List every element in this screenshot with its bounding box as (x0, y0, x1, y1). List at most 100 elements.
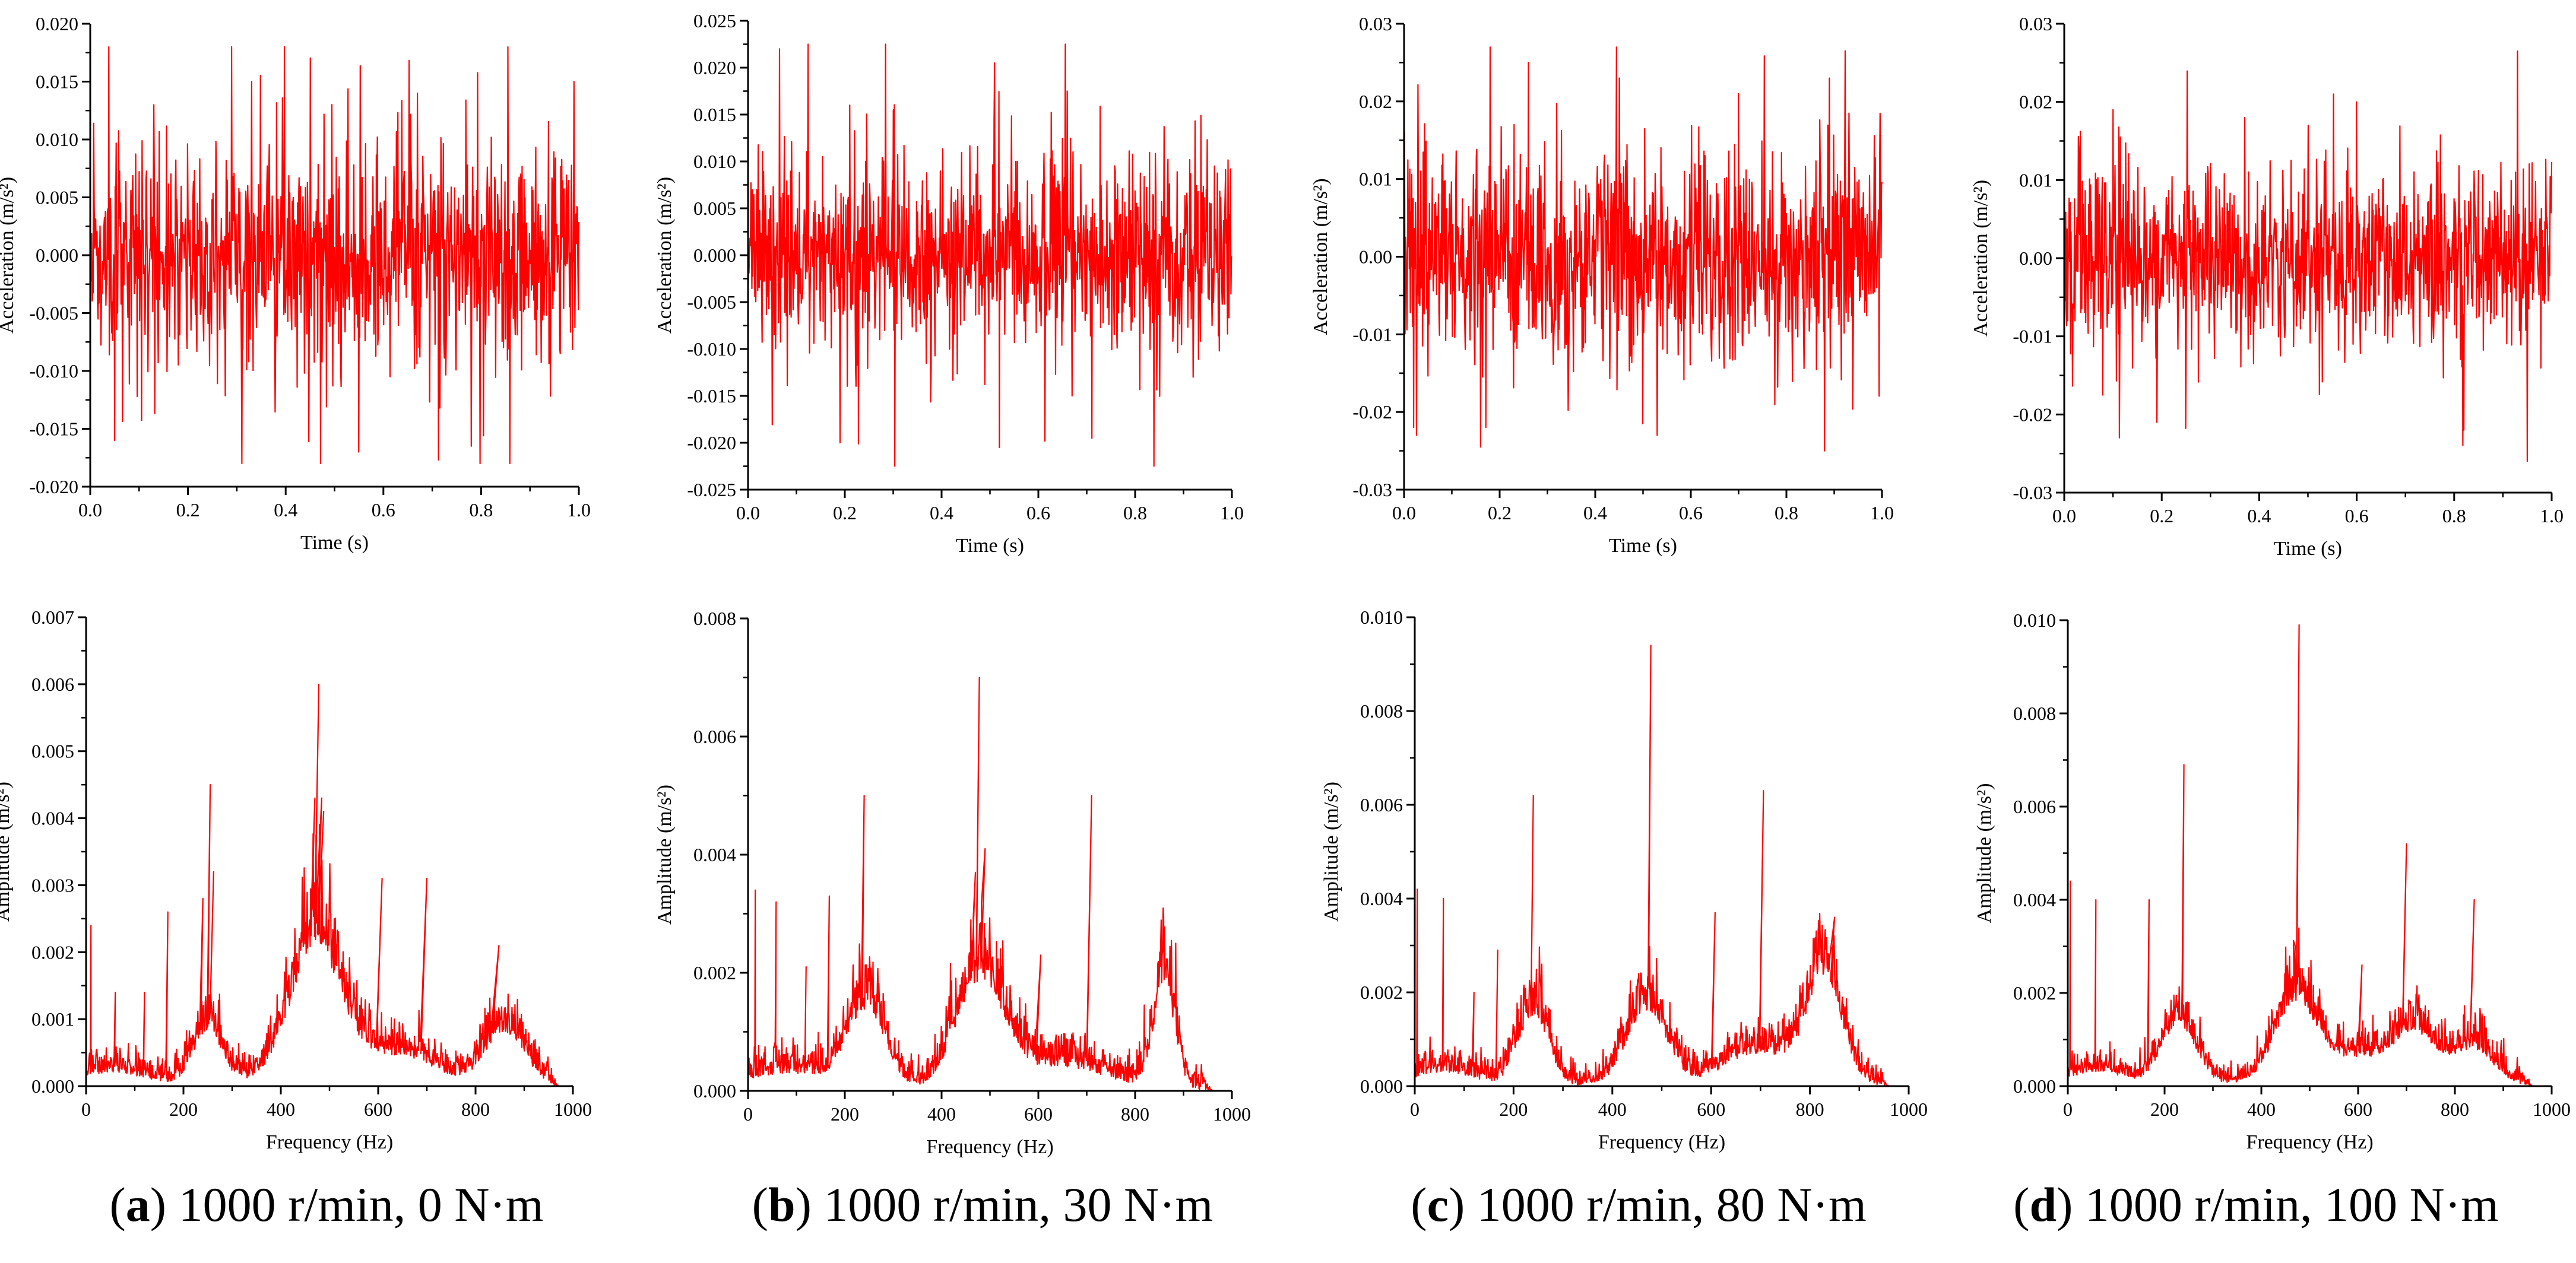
y-tick-label: -0.005 (29, 303, 78, 324)
x-tick-label: 0.0 (1392, 502, 1416, 523)
x-tick-label: 0.2 (1488, 502, 1512, 523)
caption-d: (d) 1000 r/min, 100 N·m (2013, 1178, 2499, 1232)
chart-d-time: 0.0 0.2 0.4 0.6 0.8 1.0 -0.03 -0.02 -0.01 0.00 0.0… (1970, 13, 2564, 560)
y-tick-label: 0.00 (2019, 247, 2052, 269)
y-tick-label: -0.010 (29, 360, 78, 382)
x-tick-label: 400 (1598, 1099, 1627, 1120)
y-tick-label: 0.001 (31, 1008, 74, 1030)
series-line (1414, 645, 1890, 1087)
chart-c-time: 0.0 0.2 0.4 0.6 0.8 1.0 -0.03 -0.02 -0.01 0.00 0.0… (1310, 13, 1894, 557)
y-axis-title: Amplitude (m/s²) (0, 782, 14, 922)
y-axis-title: Acceleration (m/s²) (1310, 178, 1332, 335)
x-tick-label: 1.0 (2540, 505, 2564, 526)
x-tick-label: 800 (1121, 1103, 1149, 1125)
x-tick-label: 0.4 (930, 502, 953, 523)
x-tick-label: 200 (169, 1099, 198, 1120)
caption-d-letter: d (2029, 1178, 2057, 1232)
x-axis-title: Frequency (Hz) (926, 1136, 1053, 1158)
x-tick-label: 1000 (1213, 1103, 1251, 1125)
x-axis-title: Frequency (Hz) (2246, 1131, 2373, 1153)
y-tick-label: 0.03 (2019, 13, 2052, 34)
y-tick-label: 0.004 (2013, 889, 2056, 910)
x-tick-label: 0.8 (1775, 502, 1798, 523)
caption-c: (c) 1000 r/min, 80 N·m (1411, 1178, 1867, 1232)
chart-a-freq: 0 200 400 600 800 1000 0.000 0.001 0.002 0.003 0.0… (0, 607, 592, 1153)
chart-d-freq: 0 200 400 600 800 1000 0.000 0.002 0.004 0.006 0.0… (1973, 610, 2571, 1153)
series-line (1403, 46, 1883, 452)
y-tick-label: 0.000 (1360, 1075, 1403, 1097)
x-axis-title: Frequency (Hz) (1598, 1131, 1725, 1153)
x-tick-label: 0.2 (176, 499, 200, 521)
x-tick-label: 800 (461, 1099, 490, 1120)
x-axis-title: Time (s) (2274, 538, 2342, 560)
y-tick-label: 0.01 (1359, 169, 1392, 190)
chart-a-time: 0.0 0.2 0.4 0.6 0.8 1.0 -0.020 -0.015 -0.010 -0.0… (0, 13, 591, 554)
y-tick-label: 0.006 (1360, 794, 1403, 815)
chart-b-time: 0.0 0.2 0.4 0.6 0.8 1.0 -0.025 -0.020 -0.015 -0.0… (654, 10, 1244, 557)
y-tick-label: 0.002 (693, 962, 736, 983)
x-tick-label: 0.4 (1583, 502, 1607, 523)
series-line (747, 677, 1213, 1092)
x-tick-label: 0 (1410, 1099, 1420, 1120)
x-tick-label: 0.2 (2150, 505, 2173, 526)
y-tick-label: 0.000 (2013, 1075, 2056, 1097)
y-tick-label: -0.015 (29, 418, 78, 440)
x-axis-title: Frequency (Hz) (266, 1131, 393, 1153)
x-tick-label: 1.0 (567, 499, 591, 521)
x-tick-label: 200 (831, 1103, 859, 1125)
caption-d-text: 1000 r/min, 100 N·m (2084, 1178, 2499, 1232)
x-tick-label: 0.8 (1123, 502, 1147, 523)
y-tick-label: -0.005 (687, 291, 736, 313)
x-tick-label: 0.6 (1679, 502, 1703, 523)
x-tick-label: 0.6 (2345, 505, 2369, 526)
y-tick-label: 0.002 (31, 941, 74, 963)
y-tick-label: 0.01 (2019, 169, 2052, 191)
x-tick-label: 0.8 (2442, 505, 2466, 526)
y-tick-label: -0.020 (687, 432, 736, 453)
caption-a-text: 1000 r/min, 0 N·m (178, 1178, 544, 1232)
y-tick-label: -0.01 (1352, 323, 1392, 345)
x-tick-label: 0.6 (1026, 502, 1050, 523)
y-tick-label: 0.002 (1360, 982, 1403, 1003)
x-tick-label: 400 (2247, 1099, 2276, 1120)
y-tick-label: -0.02 (2013, 404, 2052, 425)
y-tick-label: 0.02 (1359, 91, 1392, 112)
y-tick-label: 0.008 (693, 608, 736, 629)
caption-a-letter: a (125, 1178, 150, 1232)
y-axis-title: Acceleration (m/s²) (654, 177, 676, 334)
y-tick-label: 0.002 (2013, 982, 2056, 1004)
y-axis-title: Amplitude (m/s²) (1973, 783, 1995, 924)
x-tick-label: 200 (2150, 1099, 2179, 1120)
y-tick-label: -0.025 (687, 479, 736, 500)
x-tick-label: 0.0 (2052, 505, 2076, 526)
y-tick-label: 0.020 (693, 57, 736, 78)
x-tick-label: 600 (1024, 1103, 1053, 1125)
y-axis-title: Amplitude (m/s²) (654, 785, 676, 925)
x-tick-label: 800 (1796, 1099, 1824, 1120)
caption-b-text: 1000 r/min, 30 N·m (823, 1178, 1213, 1232)
x-tick-label: 0.0 (736, 502, 760, 523)
x-tick-label: 0.2 (833, 502, 857, 523)
y-axis-title: Amplitude (m/s²) (1320, 782, 1342, 922)
y-tick-label: 0.015 (36, 71, 78, 93)
y-tick-label: 0.007 (31, 607, 74, 628)
caption-b: (b) 1000 r/min, 30 N·m (752, 1178, 1213, 1232)
y-tick-label: 0.000 (693, 245, 736, 266)
x-tick-label: 600 (2344, 1099, 2372, 1120)
x-axis-title: Time (s) (1609, 535, 1677, 557)
y-tick-label: 0.008 (1360, 700, 1403, 722)
y-tick-label: 0.010 (693, 151, 736, 172)
x-tick-label: 0 (743, 1103, 753, 1125)
y-tick-label: 0.010 (2013, 610, 2056, 631)
series-line (2063, 50, 2553, 462)
y-tick-label: 0.000 (693, 1080, 736, 1102)
y-axis-title: Acceleration (m/s²) (1970, 180, 1992, 337)
x-tick-label: 1.0 (1220, 502, 1244, 523)
y-tick-label: 0.005 (693, 198, 736, 219)
caption-b-letter: b (768, 1178, 796, 1232)
y-tick-label: 0.010 (1360, 607, 1403, 628)
y-tick-label: 0.000 (31, 1075, 74, 1097)
chart-b-freq: 0 200 400 600 800 1000 0.000 0.002 0.004 0.006 0.0… (654, 608, 1251, 1158)
x-tick-label: 400 (927, 1103, 956, 1125)
y-tick-label: 0.004 (693, 844, 736, 865)
